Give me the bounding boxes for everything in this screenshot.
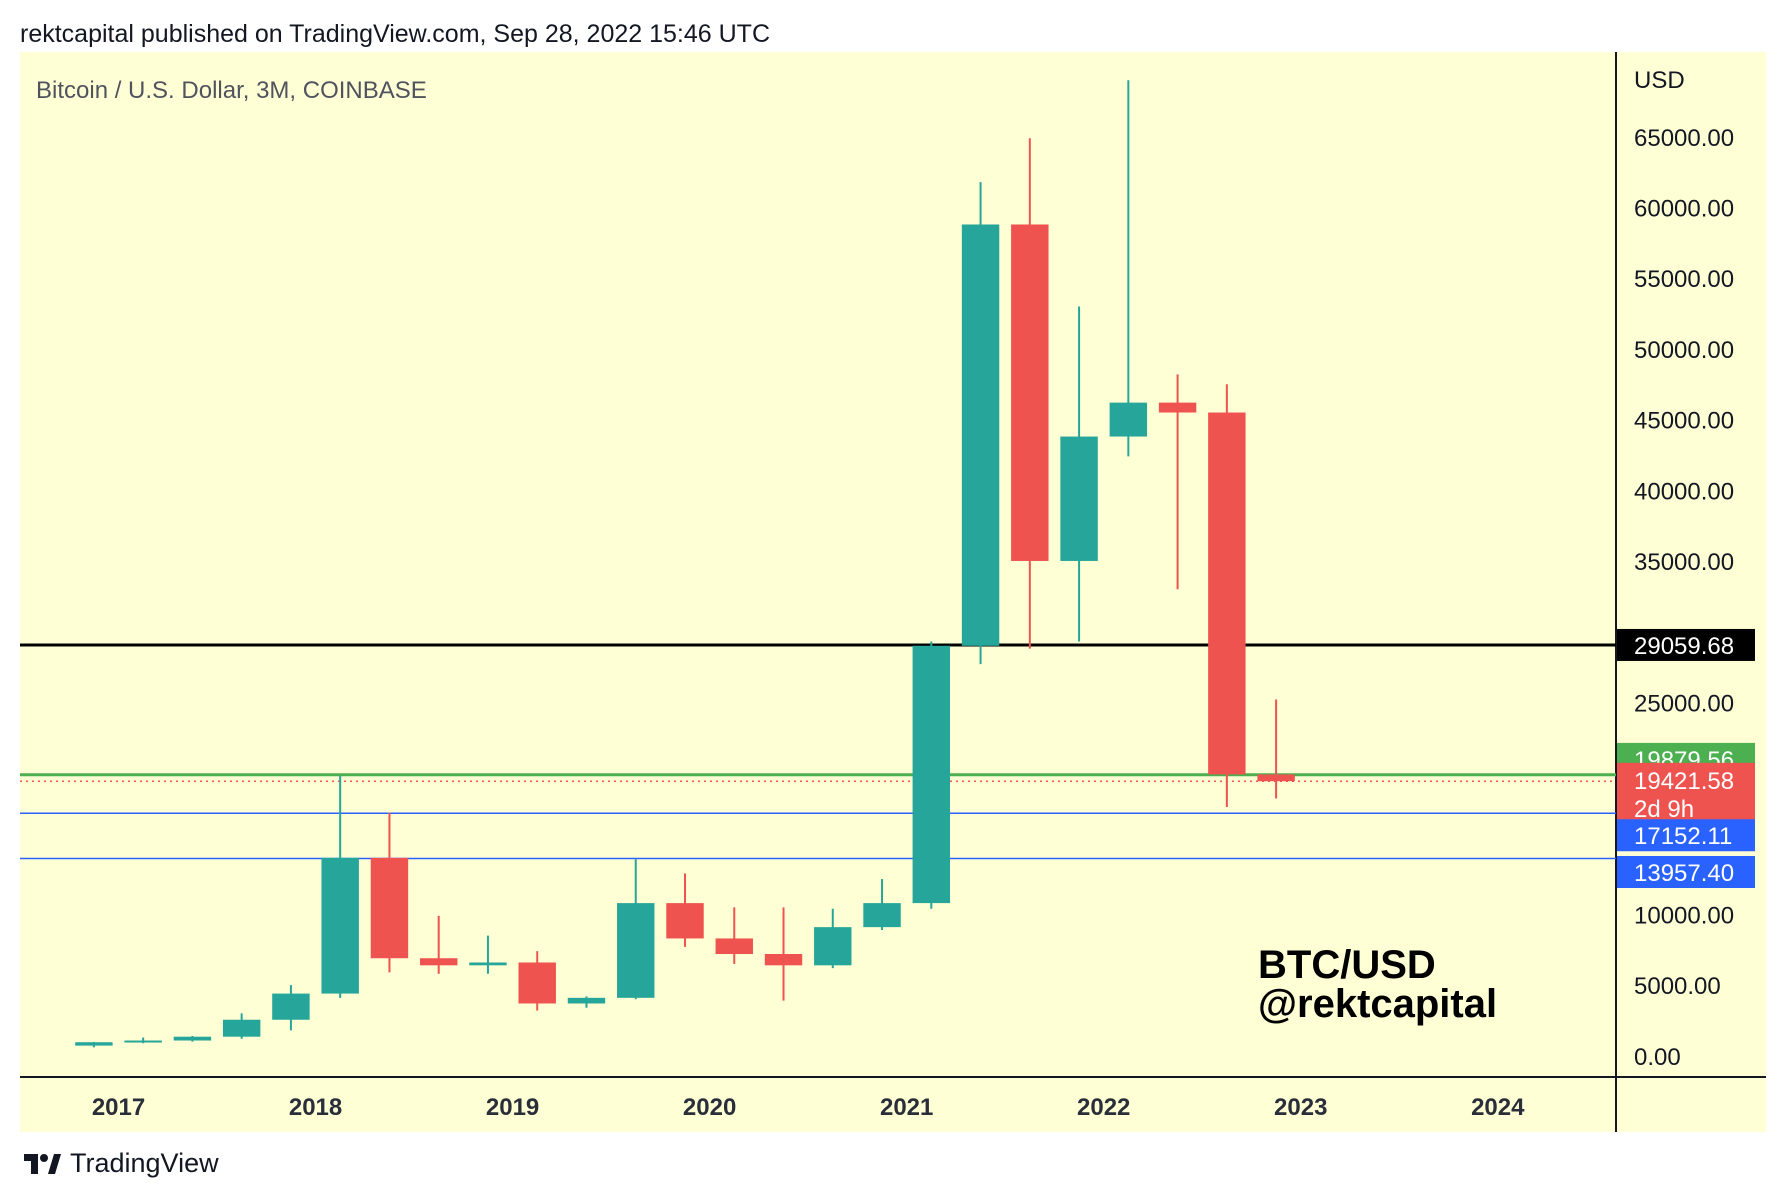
candle-22 [1158,374,1197,590]
candle-body [666,903,704,939]
y-axis-ticks: 0.00 5000.00 10000.00 25000.00 35000.00 40000… [1634,125,1734,1071]
candle-body [370,857,409,959]
candle-24 [1257,699,1295,799]
candle-body [1158,402,1197,413]
x-tick-label: 2017 [92,1094,145,1121]
candle-5 [321,775,359,998]
publish-header: rektcapital published on TradingView.com… [20,20,770,48]
price-label-black: 29059.68 [1617,628,1755,661]
y-tick-label: 10000.00 [1634,902,1734,929]
candle-6 [370,812,409,973]
candle-body [469,962,507,966]
candle-body [814,927,852,966]
y-tick-label: 55000.00 [1634,266,1734,293]
candle-17 [912,641,951,909]
candles [75,80,1295,1048]
candle-body [419,958,458,966]
candle-body [715,938,753,954]
candle-body [567,997,606,1004]
price-label-blue-upper-bg [1617,819,1755,852]
x-tick-label: 2022 [1077,1094,1130,1121]
candle-23 [1208,384,1246,807]
y-tick-label: 25000.00 [1634,690,1734,717]
plot-background [20,52,1766,1132]
candle-body [617,903,655,998]
candle-body [518,962,556,1004]
price-label-blue-lower: 13957.40 [1617,856,1755,888]
candle-13 [715,907,753,964]
x-tick-label: 2021 [880,1094,933,1121]
candle-body [272,993,310,1020]
candle-body [863,903,901,928]
candle-body [912,645,951,904]
candle-15 [814,908,852,969]
candle-14 [764,907,803,1001]
price-label-blue-upper: 17152.11 [1617,819,1755,852]
price-label-blue-lower-text: 13957.40 [1634,860,1734,887]
candle-0 [75,1041,113,1048]
price-label-last-text: 19421.58 [1634,768,1734,795]
candle-4 [272,985,310,1031]
footer-logo[interactable]: TradingView [22,1148,219,1179]
candle-body [1208,412,1246,775]
y-tick-label: 0.00 [1634,1044,1681,1071]
y-tick-label: 40000.00 [1634,478,1734,505]
price-label-blue-upper-text: 17152.11 [1634,823,1732,850]
candle-20 [1060,306,1098,642]
x-tick-label: 2023 [1274,1094,1327,1121]
y-tick-label: 5000.00 [1634,973,1721,1000]
candle-body [124,1040,162,1043]
candle-11 [617,859,655,1000]
y-tick-label: 35000.00 [1634,549,1734,576]
candle-body [1011,224,1049,561]
currency-label: USD [1634,67,1685,94]
price-label-last-countdown: 2d 9h [1634,796,1694,823]
candle-12 [666,873,704,947]
candle-7 [419,915,458,974]
x-axis-ticks: 2017 2018 2019 2020 2021 2022 2023 2024 [92,1094,1525,1121]
candle-9 [518,951,556,1011]
symbol-title: Bitcoin / U.S. Dollar, 3M, COINBASE [36,77,427,104]
candle-body [222,1019,261,1037]
candle-3 [222,1013,261,1039]
candle-18 [961,182,1000,665]
watermark-line2: @rektcapital [1258,982,1497,1026]
x-tick-label: 2018 [289,1094,342,1121]
candle-body [1109,402,1148,437]
candle-body [764,954,803,966]
price-label-black-text: 29059.68 [1634,633,1734,660]
tradingview-logo-icon [24,1153,61,1174]
candle-19 [1011,138,1049,649]
candle-2 [173,1036,212,1042]
y-tick-label: 45000.00 [1634,408,1734,435]
footer-brand: TradingView [70,1148,219,1178]
x-tick-label: 2024 [1471,1094,1525,1121]
candle-body [75,1042,113,1046]
candle-body [961,224,1000,646]
candle-16 [863,879,901,930]
x-tick-label: 2019 [486,1094,539,1121]
candle-body [1060,436,1098,561]
watermark-line1: BTC/USD [1258,943,1436,987]
candle-10 [567,996,606,1008]
candle-1 [124,1037,162,1044]
horizontal-levels [20,643,1616,860]
y-tick-label: 60000.00 [1634,196,1734,223]
candle-body [173,1036,212,1041]
candle-21 [1109,80,1148,457]
price-label-blue-lower-bg [1617,856,1755,888]
price-label-last-bg [1617,762,1755,823]
x-tick-label: 2020 [683,1094,736,1121]
y-tick-label: 50000.00 [1634,337,1734,364]
candle-body [1257,774,1295,782]
price-label-black-bg [1617,628,1755,661]
y-tick-label: 65000.00 [1634,125,1734,152]
candle-body [321,857,359,994]
candle-8 [469,935,507,974]
